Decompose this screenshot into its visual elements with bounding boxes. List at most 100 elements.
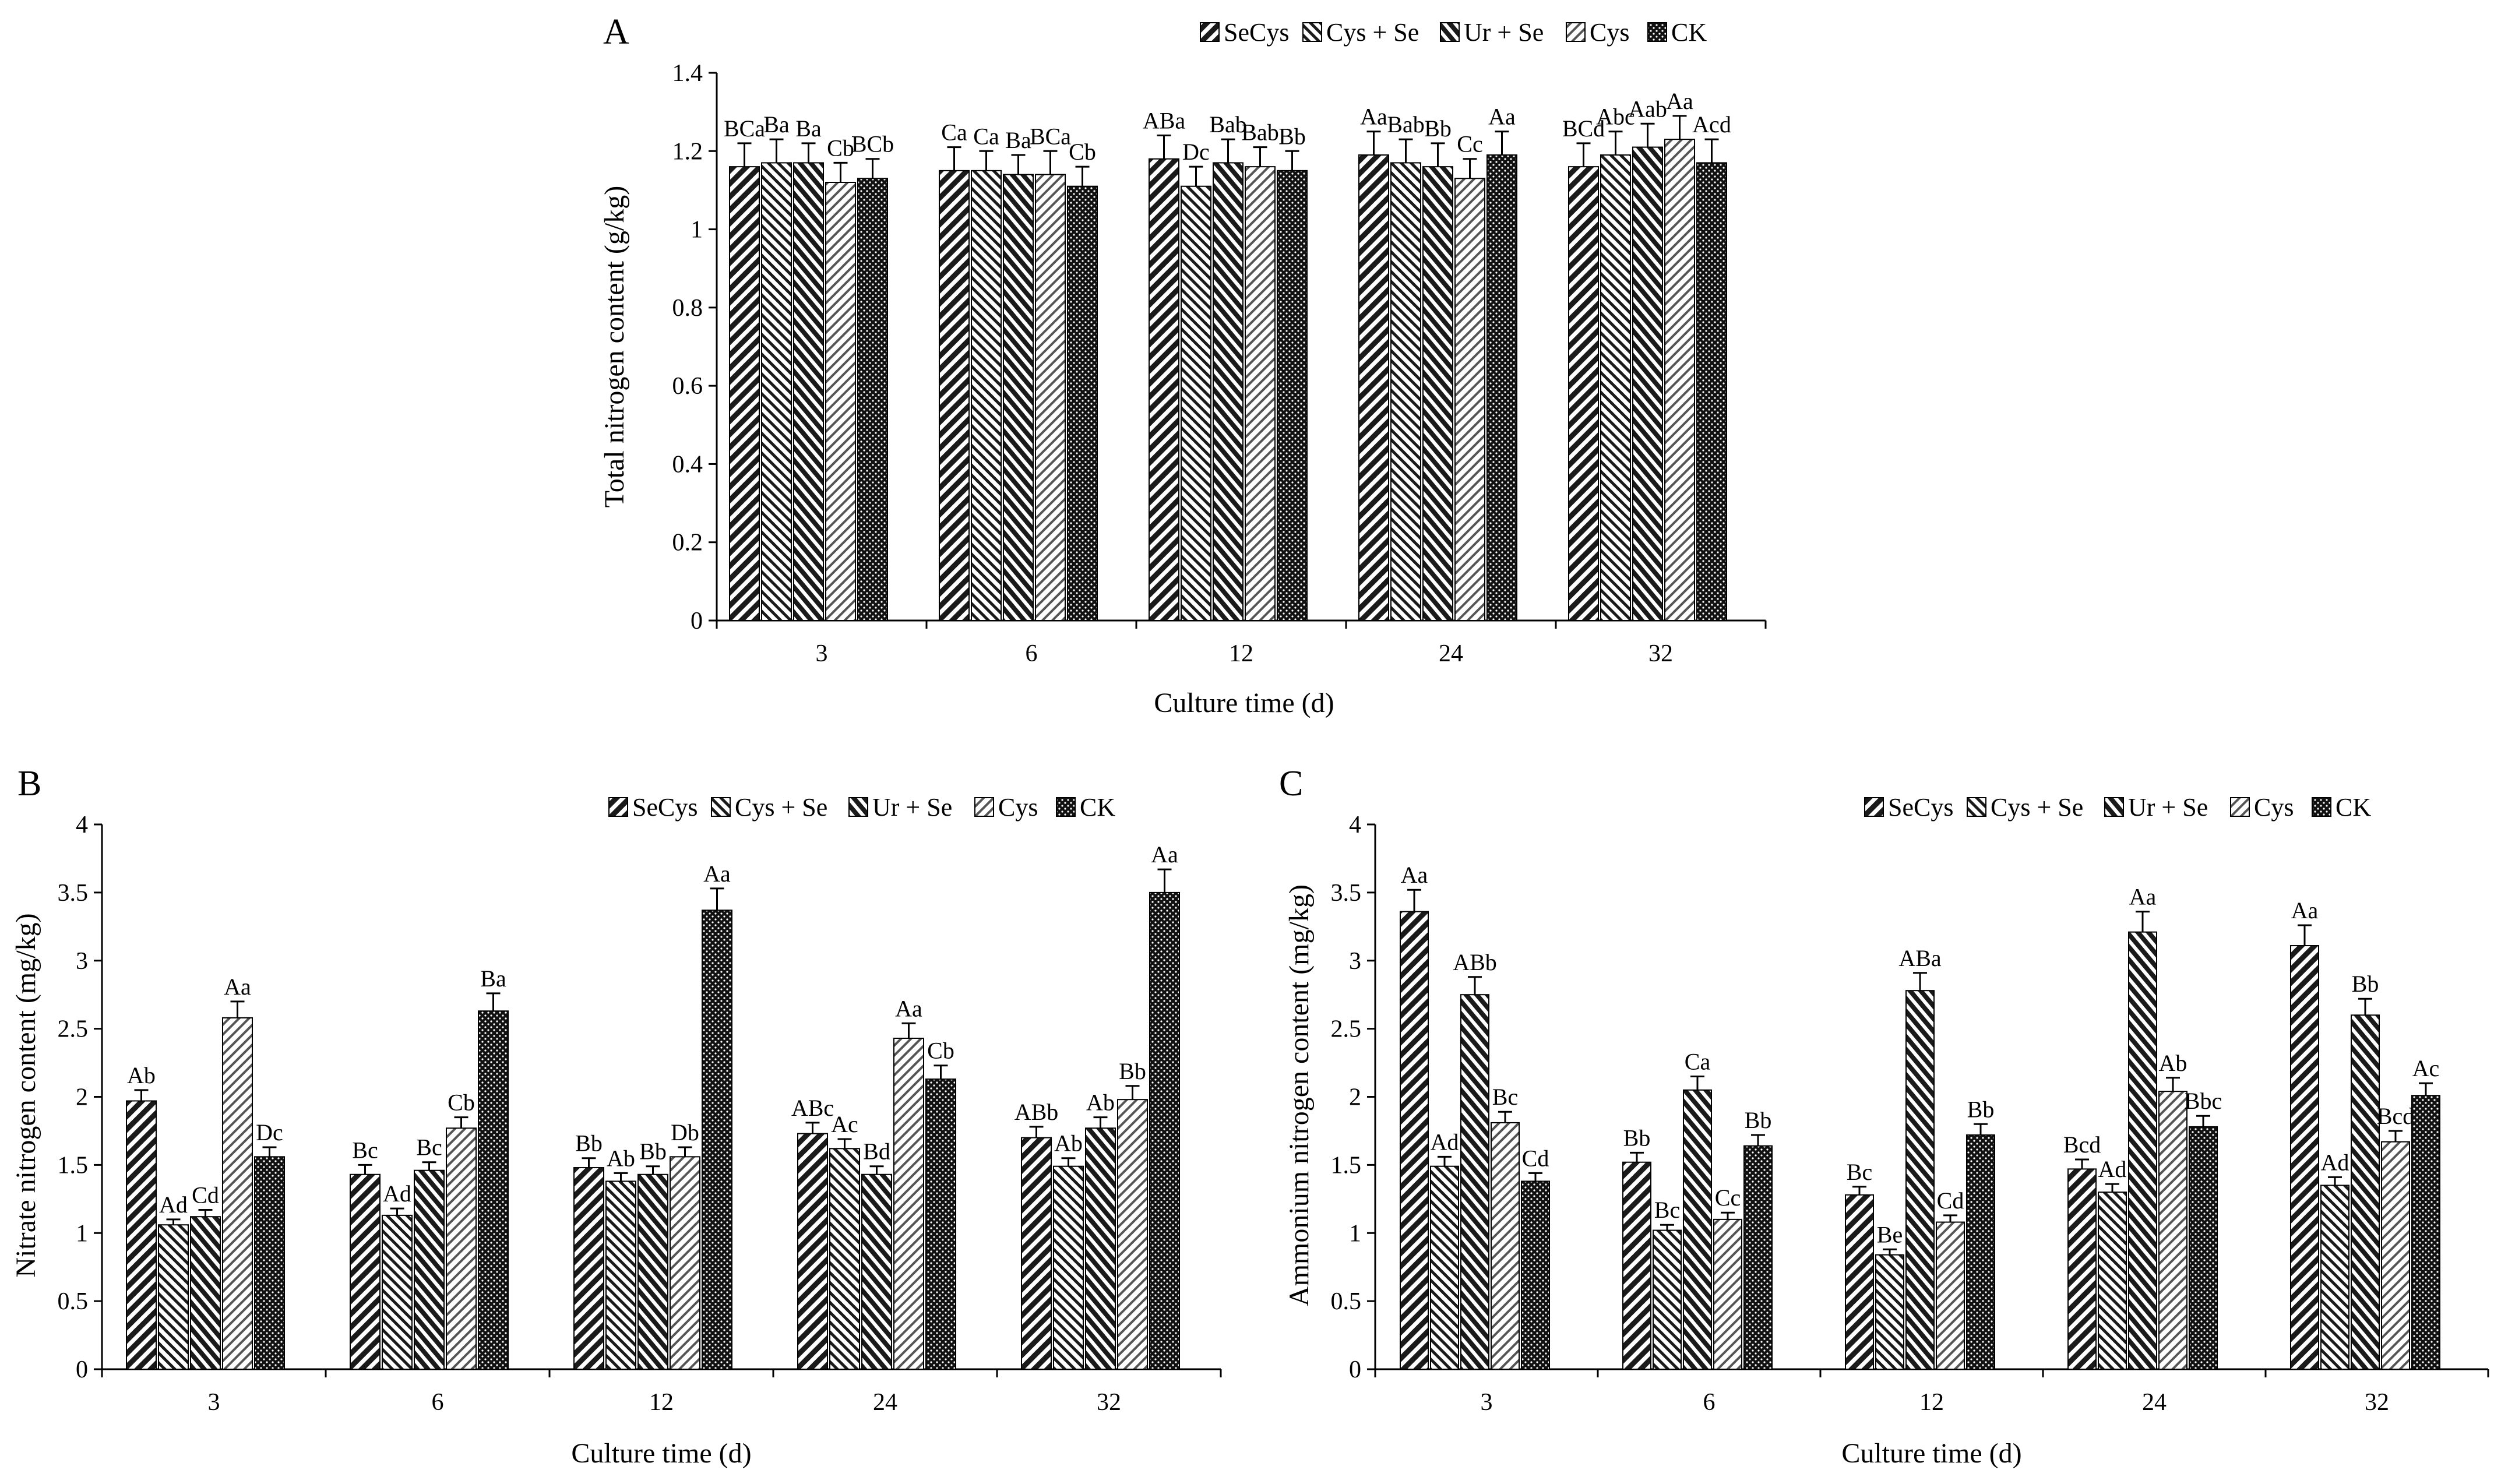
x-tick-label: 6 xyxy=(1703,1389,1715,1416)
data-label: Bb xyxy=(1278,123,1306,149)
legend-swatch xyxy=(1647,22,1667,42)
data-label: ABc xyxy=(791,1095,834,1121)
data-label: Aa xyxy=(703,861,731,887)
legend-swatch xyxy=(974,797,994,817)
bar xyxy=(1085,1127,1116,1370)
bar xyxy=(1743,1145,1773,1370)
bar xyxy=(2290,945,2319,1370)
y-tick-label: 2 xyxy=(76,1084,88,1111)
data-label: Cb xyxy=(1069,139,1096,165)
bar xyxy=(893,1037,924,1370)
bar xyxy=(793,162,824,621)
bar xyxy=(939,170,970,622)
data-label: Ad xyxy=(383,1180,411,1207)
bar xyxy=(925,1078,956,1370)
data-label: Ca xyxy=(973,123,999,149)
legend-item: CK xyxy=(1647,18,1707,47)
data-label: Ba xyxy=(1005,127,1031,153)
data-label: Aa xyxy=(1666,88,1693,114)
data-label: Ad xyxy=(2321,1149,2349,1175)
x-tick-label: 6 xyxy=(432,1389,444,1416)
bar xyxy=(1430,1165,1459,1370)
data-label: Cb xyxy=(448,1090,475,1116)
data-label: Ab xyxy=(1086,1090,1115,1116)
data-label: BCa xyxy=(724,115,765,142)
legend-swatch xyxy=(2104,797,2124,817)
bar xyxy=(254,1156,285,1370)
bar xyxy=(670,1156,700,1370)
y-tick-label: 2 xyxy=(1349,1084,1361,1111)
bar xyxy=(2128,931,2157,1370)
bar xyxy=(1966,1134,1995,1370)
bar xyxy=(971,170,1002,622)
bar xyxy=(382,1214,413,1370)
y-tick-label: 0.2 xyxy=(672,530,703,556)
bar xyxy=(1632,146,1663,622)
data-label: Cc xyxy=(1457,131,1482,157)
data-label: Bd xyxy=(863,1138,890,1165)
data-label: ABa xyxy=(1143,107,1186,133)
data-label: Ab xyxy=(2159,1050,2187,1076)
legend-label: Ur + Se xyxy=(872,793,952,822)
x-tick-label: 32 xyxy=(1648,640,1673,667)
legend-label: Cys + Se xyxy=(1326,18,1419,47)
y-tick-label: 1.4 xyxy=(672,60,703,87)
bar xyxy=(1683,1089,1712,1370)
bar xyxy=(1003,174,1034,622)
legend-swatch xyxy=(1440,22,1460,42)
bar xyxy=(2189,1126,2218,1370)
data-label: Ac xyxy=(2412,1055,2440,1081)
bar xyxy=(1277,170,1308,622)
data-label: ABb xyxy=(1014,1099,1059,1125)
bar xyxy=(1491,1122,1520,1370)
data-label: Ab xyxy=(1054,1130,1083,1157)
bar xyxy=(1053,1165,1084,1370)
data-label: Bb xyxy=(575,1130,603,1157)
data-label: Ac xyxy=(831,1111,858,1137)
bar xyxy=(190,1216,221,1370)
bar xyxy=(1422,166,1453,621)
legend-swatch xyxy=(1056,797,1076,817)
legend-swatch xyxy=(2312,797,2331,817)
data-label: Ad xyxy=(1431,1129,1459,1155)
legend-label: SeCys xyxy=(1888,793,1953,822)
bar xyxy=(857,178,888,621)
legend-item: Cys xyxy=(974,793,1038,822)
data-label: Bcd xyxy=(2377,1103,2414,1129)
data-label: Ba xyxy=(480,965,506,992)
y-tick-label: 3.5 xyxy=(1331,880,1362,907)
x-axis-title: Culture time (d) xyxy=(1154,688,1334,718)
y-axis-title: Ammonium nitrogen content (mg/kg) xyxy=(1284,884,1315,1306)
bar xyxy=(1181,185,1211,621)
bar xyxy=(1021,1137,1052,1370)
legend-item: Ur + Se xyxy=(2104,793,2208,822)
data-label: Acd xyxy=(1692,111,1731,138)
legend-item: SeCys xyxy=(1200,18,1289,47)
y-tick-label: 1.5 xyxy=(1331,1152,1362,1179)
bar xyxy=(1521,1180,1550,1370)
data-label: Be xyxy=(1877,1221,1903,1247)
data-label: Bb xyxy=(1967,1096,1995,1122)
data-label: Bbc xyxy=(2185,1088,2222,1114)
y-axis-title: Nitrate nitrogen content (mg/kg) xyxy=(10,913,41,1277)
x-tick-label: 24 xyxy=(2142,1389,2167,1416)
bar xyxy=(2351,1014,2380,1370)
x-tick-label: 32 xyxy=(1097,1389,1121,1416)
bar xyxy=(2158,1091,2187,1370)
legend-item: Cys + Se xyxy=(1302,18,1419,47)
data-label: Ad xyxy=(159,1192,188,1218)
bar xyxy=(1400,911,1429,1370)
data-label: Dc xyxy=(256,1119,283,1145)
data-label: Aa xyxy=(1401,862,1428,888)
y-tick-label: 4 xyxy=(76,812,88,838)
legend-swatch xyxy=(1566,22,1586,42)
data-label: Aa xyxy=(895,995,922,1021)
bar xyxy=(478,1010,509,1370)
legend-item: Cys + Se xyxy=(1967,793,2083,822)
bar xyxy=(2067,1168,2097,1370)
y-tick-label: 1 xyxy=(1349,1220,1361,1247)
bar xyxy=(1390,162,1421,621)
data-label: Bb xyxy=(639,1138,667,1165)
bar xyxy=(222,1017,253,1370)
x-tick-label: 6 xyxy=(1026,640,1038,667)
